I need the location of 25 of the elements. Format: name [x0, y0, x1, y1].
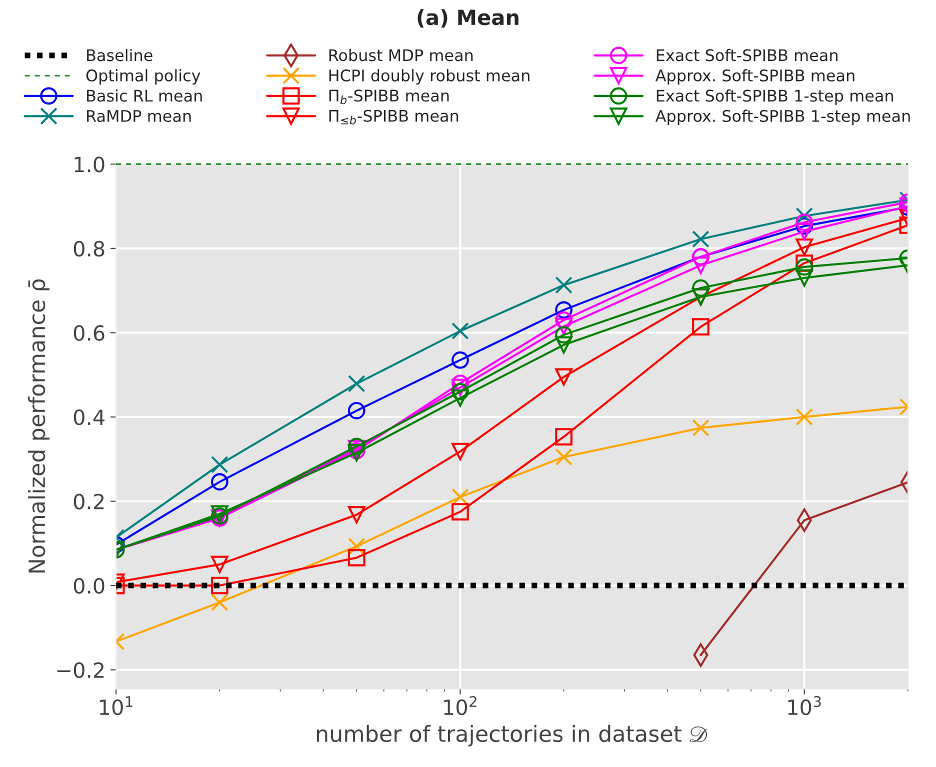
legend-label: Baseline: [87, 48, 152, 62]
legend-label: RaMDP mean: [87, 110, 191, 122]
y-tick-label: 1.0: [74, 156, 104, 172]
x-axis-title: number of trajectories in dataset 𝒟: [317, 724, 708, 746]
legend-label: HCPI doubly robust mean: [329, 69, 530, 85]
y-tick-label: 0.8: [74, 240, 104, 257]
y-tick-label: −0.2: [57, 662, 104, 678]
y-axis-title: Normalized performance ρ̄: [28, 279, 50, 573]
legend-label: Approx. Soft-SPIBB 1-step mean: [655, 110, 910, 126]
legend-label: Exact Soft-SPIBB 1-step mean: [656, 89, 894, 105]
legend-label: Basic RL mean: [87, 89, 202, 102]
chart-title: (a) Mean: [418, 9, 518, 28]
legend-label: Π$_{≤b}$-SPIBB mean: [329, 110, 458, 124]
legend-label: Robust MDP mean: [329, 48, 473, 62]
y-tick-label: 0.2: [74, 494, 104, 510]
y-tick-label: 0.0: [74, 578, 104, 594]
legend-label: Approx. Soft-SPIBB mean: [655, 69, 854, 85]
legend-label: Optimal policy: [86, 69, 200, 85]
x-tick-label: 10$^{1}$: [100, 696, 132, 716]
x-tick-label: 10$^{3}$: [788, 696, 821, 716]
y-tick-label: 0.6: [74, 325, 104, 341]
y-tick-label: 0.4: [74, 409, 104, 426]
x-tick-label: 10$^{2}$: [444, 696, 476, 716]
legend-label: Exact Soft-SPIBB mean: [656, 48, 838, 62]
legend-label: Π$_{b}$-SPIBB mean: [329, 90, 449, 104]
